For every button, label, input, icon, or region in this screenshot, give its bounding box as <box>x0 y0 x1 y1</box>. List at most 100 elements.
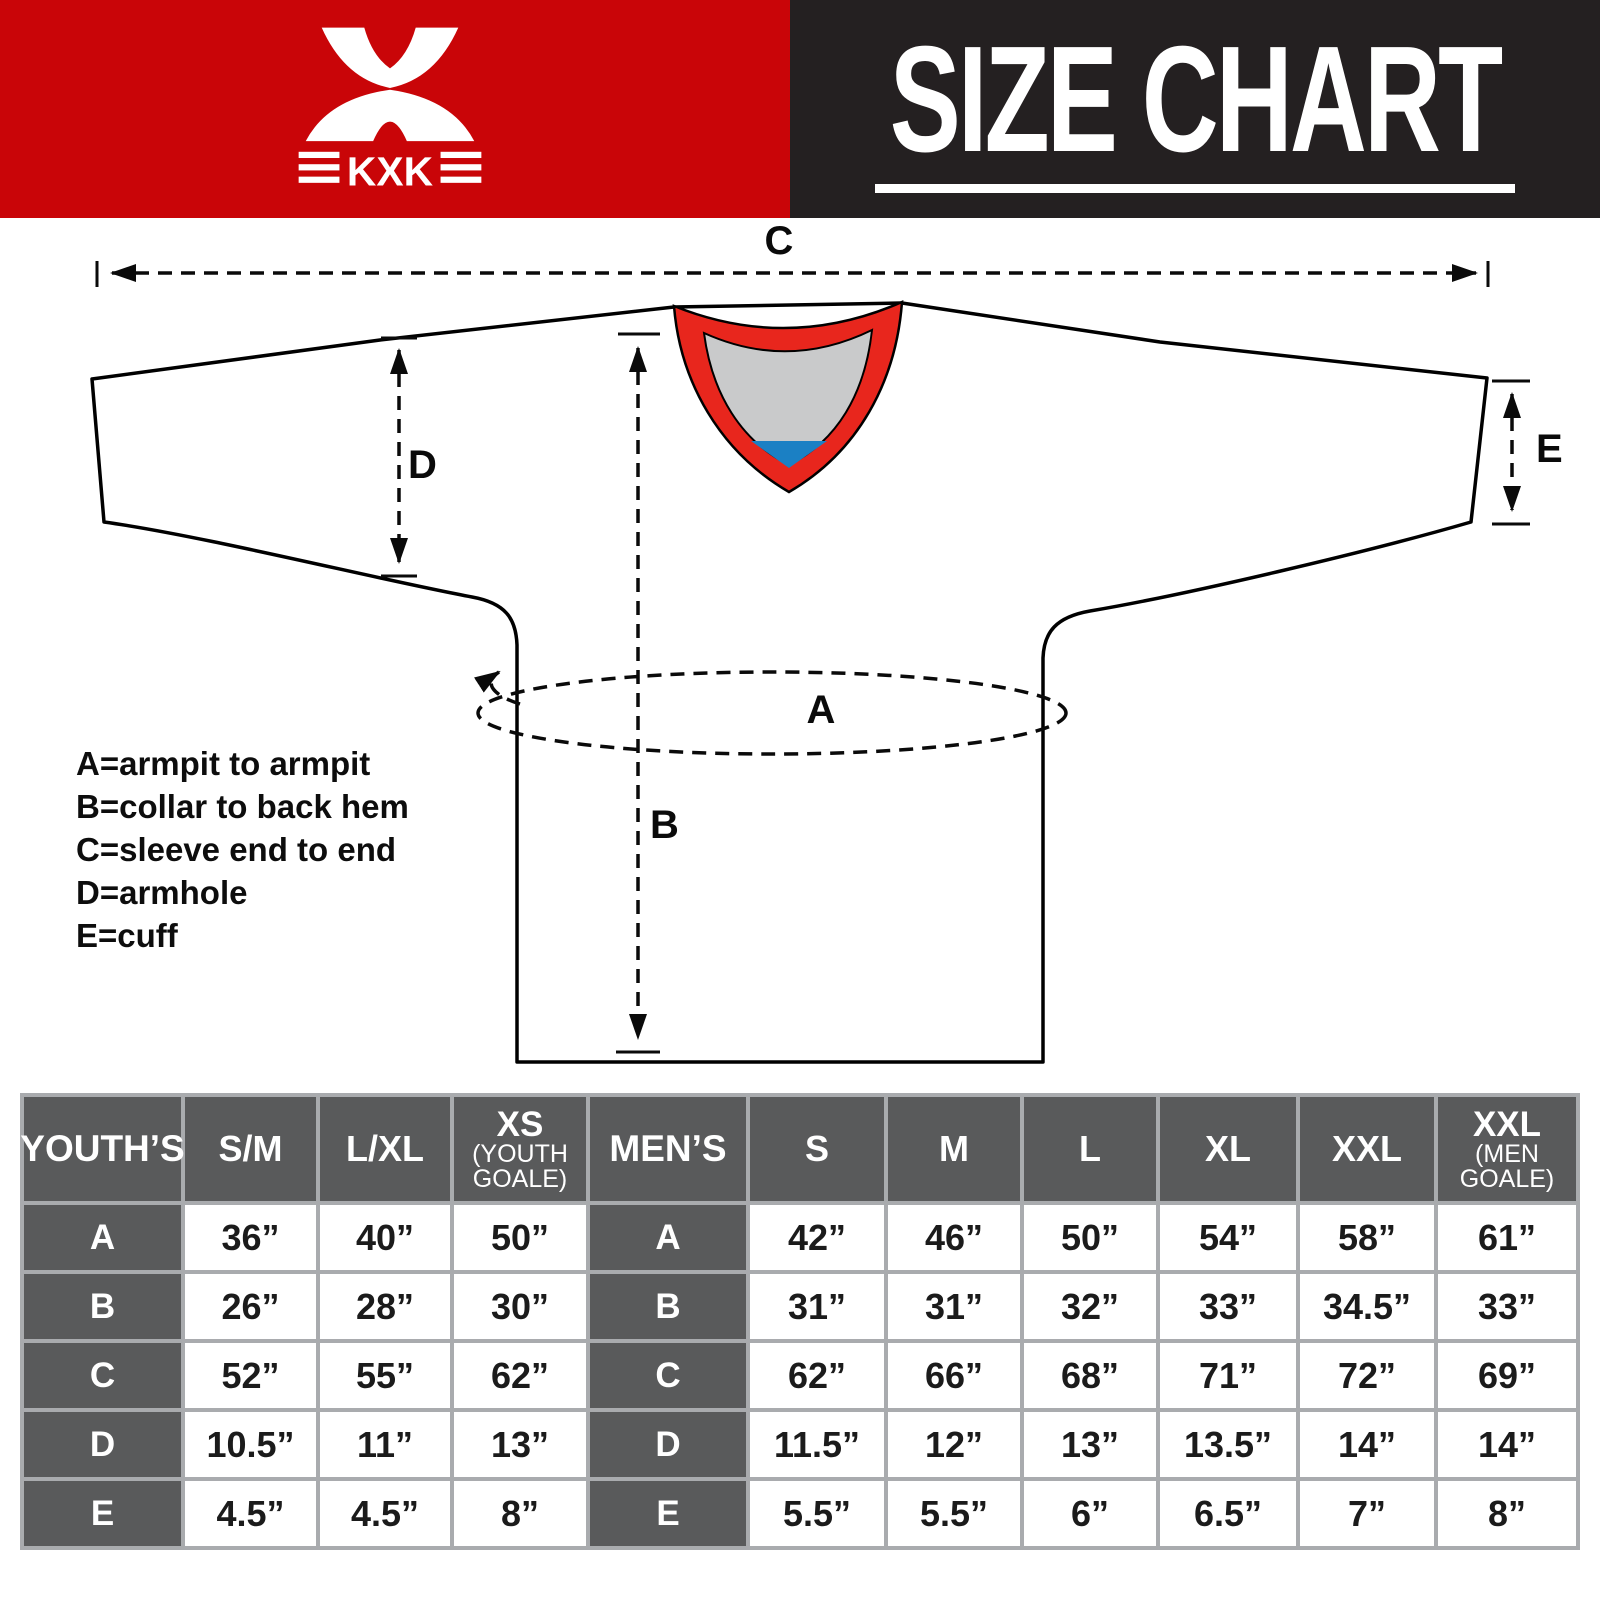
legend-line-d: D=armhole <box>76 874 247 911</box>
table-cell: 58” <box>1300 1205 1434 1270</box>
measure-d: D <box>381 336 437 578</box>
table-cell: 8” <box>454 1481 586 1546</box>
size-note: (MEN <box>1475 1139 1539 1168</box>
table-cell: 10.5” <box>185 1412 316 1477</box>
table-cell: 14” <box>1300 1412 1434 1477</box>
table-cell: 62” <box>454 1343 586 1408</box>
measure-label-c: C <box>765 219 794 263</box>
size-note: GOALE) <box>472 1164 568 1193</box>
logo-equals-mark <box>440 151 482 159</box>
table-cell: 36” <box>185 1205 316 1270</box>
table-cell: 28” <box>320 1274 450 1339</box>
brand-header-panel: KXK <box>0 0 790 218</box>
size-label: XXL <box>1472 1104 1542 1144</box>
table-cell: 52” <box>185 1343 316 1408</box>
youth-row-label-b: B <box>24 1274 181 1339</box>
table-cell: 40” <box>320 1205 450 1270</box>
logo-top-wing <box>321 27 459 88</box>
logo-equals-mark <box>440 164 482 171</box>
table-cell: 4.5” <box>185 1481 316 1546</box>
men-row-label-b: B <box>590 1274 746 1339</box>
table-cell: 31” <box>750 1274 884 1339</box>
table-cell: 14” <box>1438 1412 1576 1477</box>
youth-col-header-lxl: L/XL <box>320 1097 450 1201</box>
measure-e: E <box>1492 379 1563 526</box>
men-row-label-c: C <box>590 1343 746 1408</box>
table-cell: 6” <box>1024 1481 1156 1546</box>
men-col-header-xxl: XXL <box>1300 1097 1434 1201</box>
brand-wordmark: KXK <box>347 149 434 195</box>
table-cell: 11” <box>320 1412 450 1477</box>
youth-col-header-sm: S/M <box>185 1097 316 1201</box>
jersey-outline <box>90 301 1489 1064</box>
table-cell: 62” <box>750 1343 884 1408</box>
men-col-header-m: M <box>888 1097 1020 1201</box>
page-title: SIZE CHART <box>889 14 1503 184</box>
logo-equals-mark <box>298 151 340 159</box>
collar-v-inlay <box>751 441 827 468</box>
table-cell: 13.5” <box>1160 1412 1296 1477</box>
measure-c: C <box>95 219 1490 287</box>
table-cell: 12” <box>888 1412 1020 1477</box>
measure-a: A <box>473 670 1068 756</box>
logo-equals-mark <box>440 176 482 183</box>
men-row-label-a: A <box>590 1205 746 1270</box>
table-cell: 7” <box>1300 1481 1434 1546</box>
size-label: XS <box>496 1104 544 1144</box>
logo-bottom-dome <box>305 89 475 142</box>
table-cell: 30” <box>454 1274 586 1339</box>
logo-equals-mark <box>298 164 340 171</box>
title-underline <box>875 183 1515 193</box>
table-cell: 55” <box>320 1343 450 1408</box>
table-cell: 72” <box>1300 1343 1434 1408</box>
table-cell: 5.5” <box>888 1481 1020 1546</box>
table-cell: 26” <box>185 1274 316 1339</box>
measure-label-a: A <box>807 688 836 732</box>
table-cell: 50” <box>1024 1205 1156 1270</box>
table-cell: 71” <box>1160 1343 1296 1408</box>
kxk-logo-icon: KXK <box>298 27 482 195</box>
size-table: YOUTH’S S/M L/XL XS (YOUTH GOALE) MEN’S … <box>20 1093 1580 1550</box>
legend-line-a: A=armpit to armpit <box>76 745 370 782</box>
collar-inner <box>702 328 874 467</box>
table-cell: 69” <box>1438 1343 1576 1408</box>
men-group-header: MEN’S <box>590 1097 746 1201</box>
legend-line-c: C=sleeve end to end <box>76 831 396 868</box>
men-row-label-e: E <box>590 1481 746 1546</box>
size-note: (YOUTH <box>472 1139 568 1168</box>
table-cell: 31” <box>888 1274 1020 1339</box>
measure-label-d: D <box>408 443 437 487</box>
youth-col-header-xs-goalie: XS (YOUTH GOALE) <box>454 1097 586 1201</box>
table-cell: 34.5” <box>1300 1274 1434 1339</box>
measure-label-e: E <box>1536 427 1563 471</box>
table-cell: 13” <box>454 1412 586 1477</box>
measure-b: B <box>616 332 679 1054</box>
youth-group-header: YOUTH’S <box>20 1097 185 1201</box>
table-cell: 50” <box>454 1205 586 1270</box>
title-panel: SIZE CHART <box>790 0 1600 218</box>
table-cell: 61” <box>1438 1205 1576 1270</box>
table-cell: 46” <box>888 1205 1020 1270</box>
table-cell: 4.5” <box>320 1481 450 1546</box>
legend-line-e: E=cuff <box>76 917 179 954</box>
table-cell: 11.5” <box>750 1412 884 1477</box>
men-col-header-xxl-goalie: XXL (MEN GOALE) <box>1438 1097 1576 1201</box>
table-cell: 42” <box>750 1205 884 1270</box>
table-cell: 6.5” <box>1160 1481 1296 1546</box>
table-cell: 68” <box>1024 1343 1156 1408</box>
youth-row-label-e: E <box>24 1481 181 1546</box>
table-cell: 33” <box>1160 1274 1296 1339</box>
men-row-label-d: D <box>590 1412 746 1477</box>
men-col-header-l: L <box>1024 1097 1156 1201</box>
youth-row-label-a: A <box>24 1205 181 1270</box>
logo-equals-mark <box>298 176 340 183</box>
men-col-header-xl: XL <box>1160 1097 1296 1201</box>
youth-row-label-c: C <box>24 1343 181 1408</box>
table-cell: 66” <box>888 1343 1020 1408</box>
men-col-header-s: S <box>750 1097 884 1201</box>
table-cell: 54” <box>1160 1205 1296 1270</box>
measure-label-b: B <box>650 803 679 847</box>
table-cell: 13” <box>1024 1412 1156 1477</box>
